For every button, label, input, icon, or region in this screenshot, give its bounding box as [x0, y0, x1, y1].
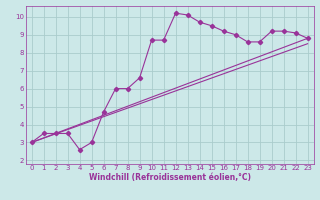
X-axis label: Windchill (Refroidissement éolien,°C): Windchill (Refroidissement éolien,°C): [89, 173, 251, 182]
